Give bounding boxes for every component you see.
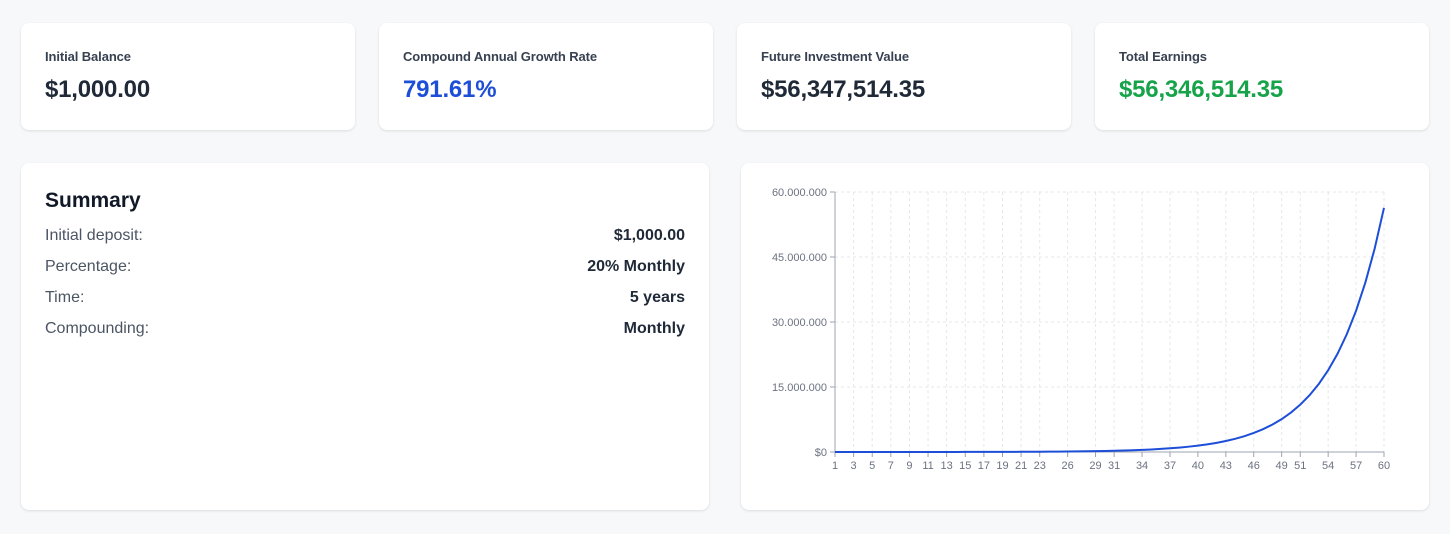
x-tick-label: 17: [978, 460, 990, 472]
x-tick-label: 5: [869, 460, 875, 472]
stat-label: Total Earnings: [1119, 49, 1207, 64]
stat-card-initial-balance: Initial Balance $1,000.00: [21, 23, 355, 130]
summary-row-value: 5 years: [629, 289, 685, 306]
stat-label: Future Investment Value: [761, 49, 909, 64]
x-tick-label: 46: [1248, 460, 1260, 472]
summary-row-label: Initial deposit:: [45, 227, 143, 244]
summary-row-percentage: Percentage: 20% Monthly: [45, 258, 685, 289]
x-tick-label: 3: [851, 460, 857, 472]
x-tick-label: 23: [1034, 460, 1046, 472]
growth-chart-card: $0 15.000.000 30.000.000 45.000.000 60.000.0…: [741, 163, 1429, 510]
x-tick-label: 29: [1089, 460, 1101, 472]
stat-label: Compound Annual Growth Rate: [403, 49, 597, 64]
x-tick-label: 51: [1294, 460, 1306, 472]
summary-row-compounding: Compounding: Monthly: [45, 320, 685, 351]
summary-row-time: Time: 5 years: [45, 289, 685, 320]
y-tick-label: 30.000.000: [772, 317, 827, 329]
summary-row-value: 20% Monthly: [587, 258, 685, 275]
x-tick-label: 49: [1276, 460, 1288, 472]
summary-card: Summary Initial deposit: $1,000.00 Perce…: [21, 163, 709, 510]
growth-series-line: [835, 207, 1385, 453]
stat-value: $56,346,514.35: [1119, 76, 1284, 103]
x-tick-label: 60: [1378, 460, 1390, 472]
y-tick-label: $0: [815, 447, 827, 459]
stat-value: $1,000.00: [45, 76, 150, 103]
summary-row-initial-deposit: Initial deposit: $1,000.00: [45, 227, 685, 258]
x-tick-label: 57: [1350, 460, 1362, 472]
x-tick-label: 7: [888, 460, 894, 472]
x-tick-label: 13: [941, 460, 953, 472]
x-tick-label: 21: [1015, 460, 1027, 472]
growth-chart: $0 15.000.000 30.000.000 45.000.000 60.000.0…: [772, 187, 1390, 472]
summary-row-label: Percentage:: [45, 258, 132, 275]
summary-row-label: Compounding:: [45, 320, 150, 337]
x-tick-label: 37: [1164, 460, 1176, 472]
stat-value: $56,347,514.35: [761, 76, 926, 103]
x-tick-label: 43: [1220, 460, 1232, 472]
stat-card-total-earnings: Total Earnings $56,346,514.35: [1095, 23, 1429, 130]
y-tick-label: 60.000.000: [772, 187, 827, 199]
summary-title: Summary: [45, 189, 141, 212]
x-tick-label: 31: [1108, 460, 1120, 472]
x-tick-label: 9: [906, 460, 912, 472]
x-tick-label: 19: [996, 460, 1008, 472]
x-tick-label: 40: [1192, 460, 1204, 472]
stat-label: Initial Balance: [45, 49, 131, 64]
stat-card-future-value: Future Investment Value $56,347,514.35: [737, 23, 1071, 130]
summary-row-value: $1,000.00: [613, 227, 685, 244]
x-tick-label: 11: [922, 460, 933, 472]
x-tick-label: 15: [959, 460, 971, 472]
x-tick-label: 1: [832, 460, 838, 472]
x-tick-label: 54: [1322, 460, 1334, 472]
y-tick-label: 45.000.000: [772, 252, 827, 264]
stat-value: 791.61%: [403, 76, 497, 103]
summary-row-value: Monthly: [623, 320, 685, 337]
stat-card-cagr: Compound Annual Growth Rate 791.61%: [379, 23, 713, 130]
summary-row-label: Time:: [45, 289, 85, 306]
x-tick-label: 34: [1136, 460, 1148, 472]
x-tick-label: 26: [1062, 460, 1074, 472]
y-tick-label: 15.000.000: [772, 382, 827, 394]
